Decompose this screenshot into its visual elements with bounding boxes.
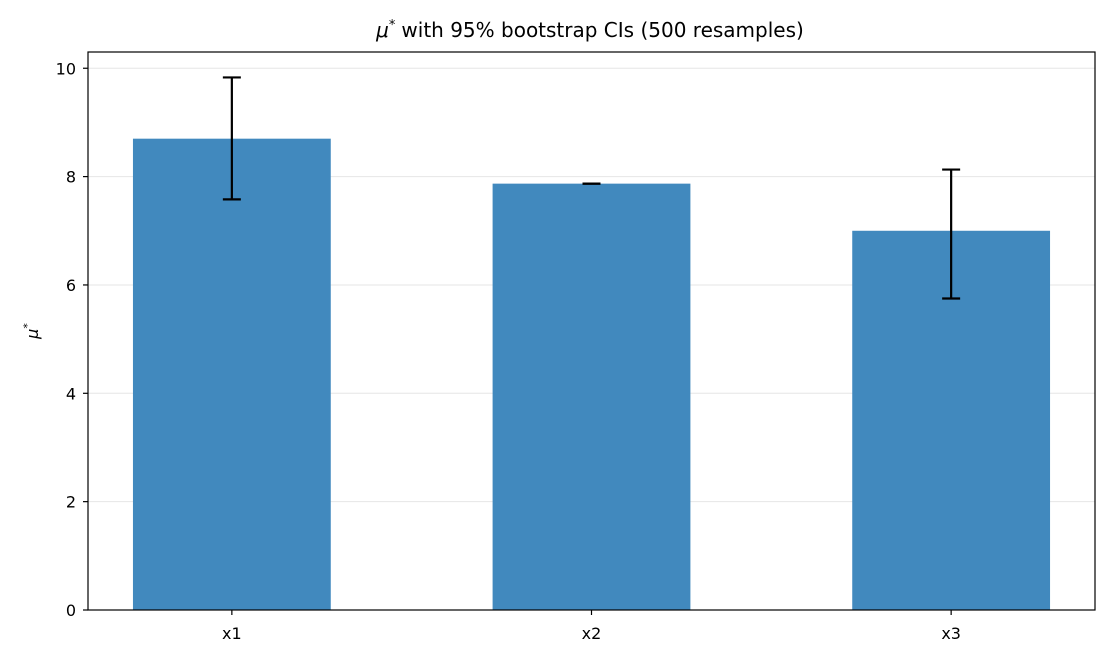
y-tick-label: 8	[66, 168, 76, 187]
bar-x1	[132, 138, 331, 610]
x-tick-label-x2: x2	[582, 624, 602, 643]
title-symbol: μ	[375, 18, 389, 42]
bar-x2	[492, 183, 691, 610]
chart-title: μ* with 95% bootstrap CIs (500 resamples)	[375, 18, 804, 42]
y-axis-label: μ*	[21, 323, 42, 340]
error-bar-layer	[222, 76, 961, 300]
y-tick-label: 4	[66, 384, 76, 403]
x-tick-label-x1: x1	[222, 624, 242, 643]
error-bar-x3	[942, 168, 961, 300]
y-tick-label: 2	[66, 493, 76, 512]
x-tick-label-x3: x3	[941, 624, 961, 643]
x-axis-ticks: x1 x2 x3	[222, 610, 961, 643]
y-tick-label: 10	[56, 59, 76, 78]
y-tick-label: 0	[66, 601, 76, 620]
y-axis-label-symbol: μ	[23, 329, 42, 340]
title-text: with 95% bootstrap CIs (500 resamples)	[401, 18, 803, 42]
y-axis-label-superscript: *	[21, 323, 34, 329]
title-superscript: *	[389, 18, 396, 33]
error-bar-x1	[222, 76, 241, 201]
y-axis-ticks: 0 2 4 6 8 10	[56, 59, 88, 620]
y-tick-label: 6	[66, 276, 76, 295]
bar-layer	[132, 138, 1051, 610]
